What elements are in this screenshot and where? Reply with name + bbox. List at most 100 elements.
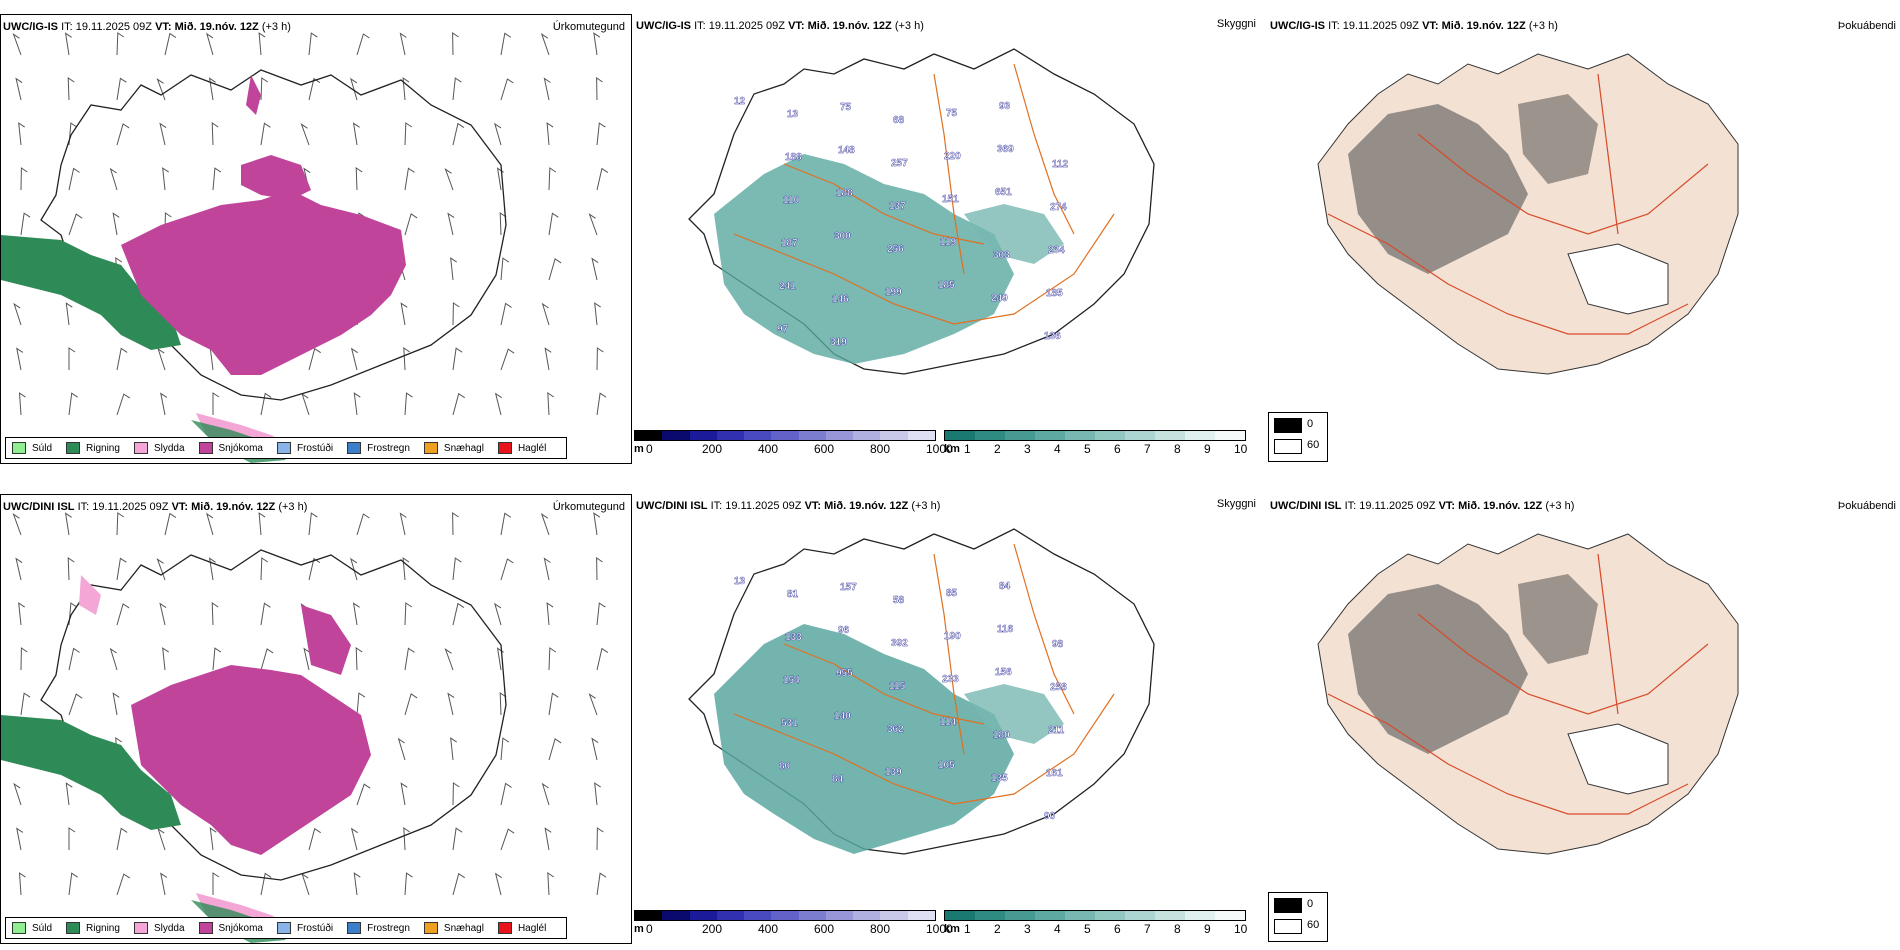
road-network (733, 63, 1115, 325)
wind-barb (540, 32, 550, 56)
legend-label: Snæhagl (443, 922, 484, 934)
cloud-base-bar (634, 910, 936, 921)
wind-barb (500, 782, 512, 806)
rain-area-west (1, 235, 181, 350)
wind-barb (68, 647, 80, 671)
wind-barb (546, 602, 554, 626)
wind-barb (404, 122, 413, 146)
init-time: 19.11.2025 09Z (708, 20, 785, 32)
wind-barb (116, 347, 128, 371)
init-time: 19.11.2025 09Z (1342, 20, 1419, 32)
wind-barb (68, 213, 83, 236)
fog-legend-swatch-high (1274, 919, 1302, 934)
colorbar-segment (1185, 431, 1215, 440)
legend-item-rigning: Rigning (66, 922, 120, 934)
cloud-base-label: 119 (940, 237, 957, 248)
colorbar-tick-label: 9 (1204, 922, 1211, 936)
panel-header: UWC/IG-IS IT: 19.11.2025 09Z VT: Mið. 19… (1270, 20, 1558, 32)
cloud-base-label: 190 (944, 631, 961, 642)
colorbar-tick-label: 400 (758, 442, 779, 456)
wind-barb (452, 302, 460, 326)
cloud-base-label: 84 (999, 581, 1011, 592)
wind-barb (596, 602, 606, 626)
wind-barb (18, 602, 25, 626)
wind-barb (447, 212, 455, 236)
legend-item-snjókoma: Snjókoma (198, 922, 263, 934)
cloud-base-unit: m (634, 923, 644, 935)
wind-barb (596, 167, 609, 191)
fog-legend-high: 60 (1307, 919, 1320, 931)
colorbar-segment (907, 431, 935, 440)
road-network (1327, 73, 1709, 335)
colorbar-tick-label: 1000 (926, 922, 953, 936)
cloud-base-label: 300 (834, 231, 851, 242)
wind-barb (596, 347, 604, 371)
panel-title: Skyggni (1216, 498, 1256, 510)
cloud-base-label: 136 (1044, 331, 1061, 342)
wind-barb (452, 32, 459, 56)
wind-barb (356, 33, 370, 56)
vt-label: VT: (155, 21, 172, 33)
wind-barb (404, 392, 413, 416)
colorbar-segment (771, 431, 799, 440)
wind-barb (544, 347, 552, 371)
cloud-base-label: 211 (1048, 725, 1065, 736)
wind-barb (400, 782, 408, 806)
wind-barb (303, 647, 311, 671)
wind-barb (596, 557, 603, 581)
legend-swatch (423, 922, 438, 934)
cloud-base-label: 258 (1050, 682, 1067, 693)
wind-barb (162, 647, 169, 671)
panel-title: Skyggni (1216, 18, 1256, 30)
cloud-base-label: 185 (1046, 288, 1063, 299)
wind-barb (350, 77, 358, 101)
wind-barb (209, 827, 217, 851)
fog-map (1317, 53, 1739, 375)
colorbar-tick-label: 200 (702, 442, 723, 456)
wind-barb (356, 513, 370, 536)
wind-barb (403, 827, 411, 851)
wind-barb (300, 123, 310, 146)
forecast-offset: (+3 h) (894, 20, 924, 32)
wind-barb (355, 167, 363, 191)
legend-item-slydda: Slydda (133, 442, 185, 454)
colorbar-tick-label: 1 (964, 442, 971, 456)
init-time: 19.11.2025 09Z (1359, 500, 1436, 512)
wind-barb (208, 557, 216, 581)
cloud-base-label: 139 (885, 767, 902, 778)
wind-barb (260, 872, 272, 896)
wind-barb (258, 512, 266, 536)
cloud-base-label: 362 (887, 724, 904, 735)
wind-barb (260, 392, 272, 416)
iceland-coastline (688, 528, 1155, 855)
wind-barb (13, 302, 22, 326)
wind-barb (500, 32, 512, 56)
wind-barb (18, 872, 26, 896)
colorbar-segment (1005, 431, 1035, 440)
wind-barb (301, 872, 310, 896)
wind-barb (548, 167, 557, 191)
cloud-base-label: 137 (889, 201, 906, 212)
model-name: UWC/IG-IS (636, 20, 691, 32)
wind-barb (65, 302, 73, 326)
glacier-area (1567, 243, 1669, 315)
wind-barb (543, 77, 551, 101)
cloud-base-label: 146 (832, 294, 849, 305)
snow-area-north (301, 605, 351, 675)
cloud-base-label: 319 (830, 337, 847, 348)
precip-type-panel: UWC/DINI ISL IT: 19.11.2025 09Z VT: Mið.… (0, 494, 632, 944)
cloud-base-label: 84 (832, 774, 844, 785)
visibility-low-area (714, 624, 1014, 854)
wind-barb (160, 392, 168, 416)
wind-barb (546, 122, 554, 146)
wind-barb (68, 693, 83, 716)
wind-barb (68, 392, 78, 416)
wind-barb (499, 212, 507, 236)
fog-legend-low: 0 (1307, 418, 1314, 430)
cloud-base-label: 651 (995, 187, 1012, 198)
colorbar-tick-label: 10 (1234, 922, 1248, 936)
visibility-panel: 12 13 75 68 75 93 112 188 148 257 220 369 274 110 188 1… (634, 14, 1266, 464)
it-label: IT: (77, 501, 90, 513)
precip-type-legend: Súld Rigning Slydda Snjókoma Frostúði Frostre… (5, 437, 568, 459)
wind-barb (544, 827, 552, 851)
